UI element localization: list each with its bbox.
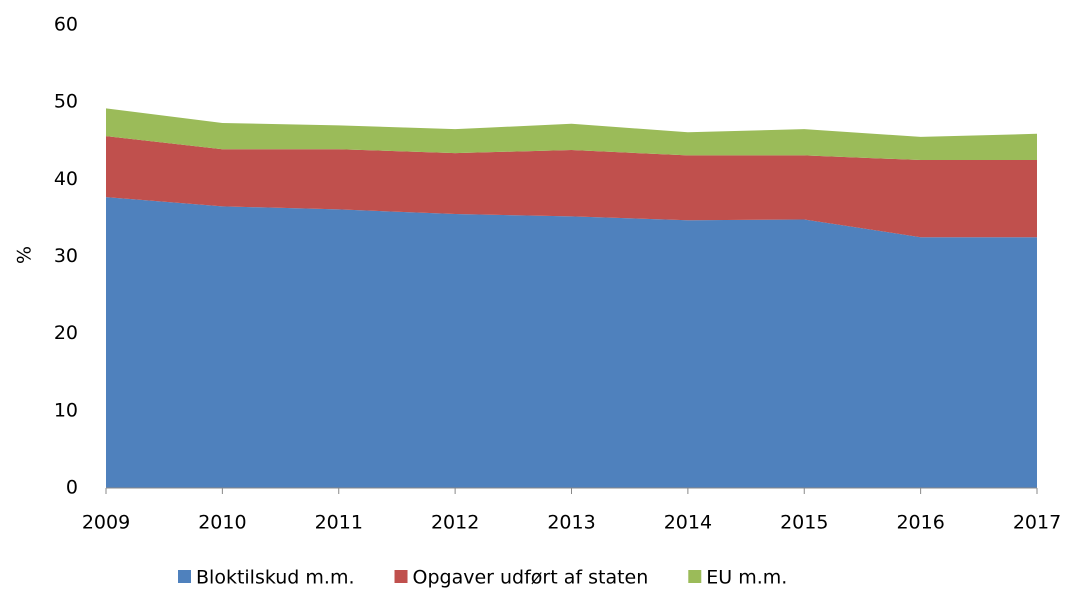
y-tick-label: 30 (54, 245, 78, 267)
legend-swatch (178, 570, 191, 583)
y-axis-label: % (14, 246, 36, 264)
legend-label: EU m.m. (706, 567, 787, 589)
x-tick-label: 2017 (1013, 512, 1061, 534)
x-tick-label: 2011 (315, 512, 363, 534)
y-tick-label: 60 (54, 14, 78, 36)
legend-swatch (688, 570, 702, 583)
y-tick-label: 50 (54, 91, 78, 113)
y-tick-label: 40 (54, 168, 78, 190)
x-tick-label: 2014 (664, 512, 712, 534)
area (106, 136, 1037, 238)
x-tick-label: 2016 (896, 512, 944, 534)
x-tick-label: 2012 (431, 512, 479, 534)
legend-label: Opgaver udført af staten (413, 567, 649, 589)
y-tick-label: 10 (54, 399, 78, 421)
x-tick-label: 2015 (780, 512, 828, 534)
x-tick-label: 2010 (198, 512, 246, 534)
area (106, 108, 1037, 161)
y-tick-label: 0 (66, 477, 78, 499)
area (106, 197, 1037, 488)
y-tick-label: 20 (54, 322, 78, 344)
legend-label: Bloktilskud m.m. (196, 567, 355, 589)
legend-swatch (394, 570, 408, 583)
x-tick-label: 2013 (547, 512, 595, 534)
x-tick-label: 2009 (82, 512, 130, 534)
